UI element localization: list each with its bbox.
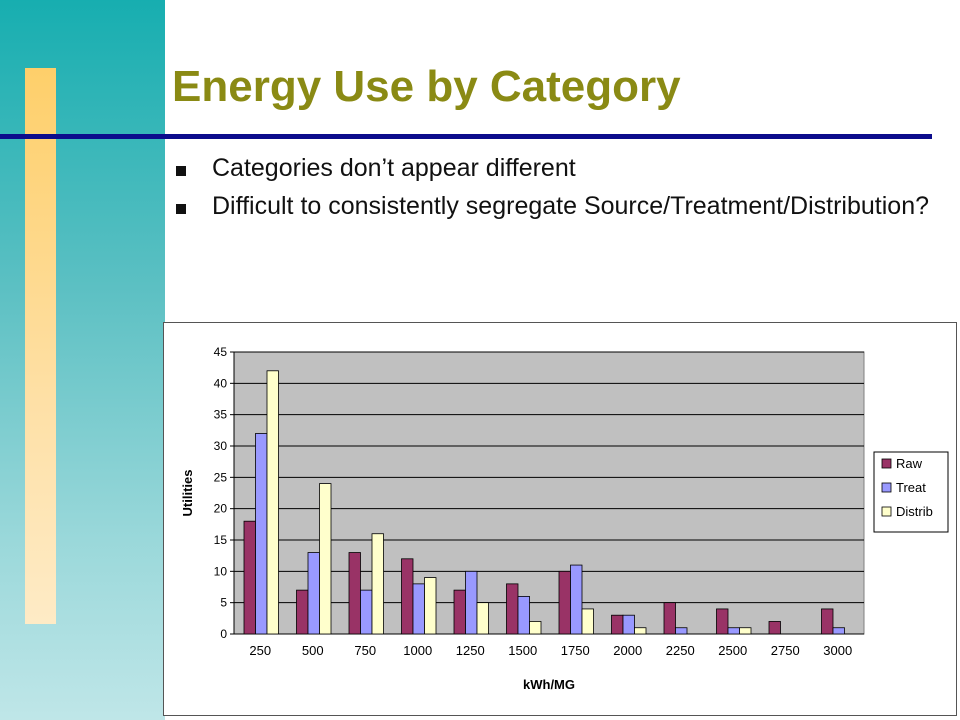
y-tick-label: 40 [214,376,228,390]
bar-treat [360,589,373,635]
bar-raw [506,583,519,635]
bullet-text: Difficult to consistently segregate Sour… [212,192,930,220]
bullet-list: Categories don’t appear different Diffic… [176,154,936,230]
bar-treat [412,583,425,635]
x-tick-label: 1500 [508,643,537,658]
square-bullet-icon [176,166,186,176]
x-tick-label: 1250 [456,643,485,658]
legend-label: Distrib [896,504,933,519]
y-tick-label: 20 [214,502,228,516]
bar-chart: 0 5 10 15 20 25 30 35 40 45 250 500 750 1000 1250 1500 1… [180,345,949,692]
bar-distrib [266,370,279,635]
x-axis-title: kWh/MG [523,677,575,692]
bar-distrib [739,627,752,635]
bullet-item: Difficult to consistently segregate Sour… [176,192,936,221]
x-tick-label: 2250 [666,643,695,658]
title-underline [0,134,932,139]
bar-raw [558,570,571,635]
bar-distrib [371,533,384,635]
bar-treat [517,595,530,635]
bar-raw [716,608,729,635]
bar-raw [401,558,414,635]
bar-treat [727,627,740,635]
bar-treat [570,564,583,635]
chart-container: 0 5 10 15 20 25 30 35 40 45 250 500 750 1000 1250 1500 1… [163,322,957,716]
legend-label: Treat [896,480,926,495]
y-tick-label: 30 [214,439,228,453]
bar-raw [453,589,466,635]
x-tick-label: 1750 [561,643,590,658]
bar-raw [768,621,781,635]
y-tick-label: 45 [214,345,228,359]
x-tick-label: 250 [249,643,271,658]
bar-raw [821,608,834,635]
bar-raw [243,520,256,635]
x-tick-label: 750 [354,643,376,658]
side-accent-bar [25,68,56,624]
legend-label: Raw [896,456,923,471]
slide-title: Energy Use by Category [172,62,681,111]
bar-treat [832,627,845,635]
x-tick-label: 2000 [613,643,642,658]
y-tick-label: 10 [214,564,228,578]
x-tick-label: 3000 [823,643,852,658]
bar-raw [663,602,676,635]
y-tick-label: 5 [220,596,227,610]
bar-raw [296,589,309,635]
bar-distrib [581,608,594,635]
bullet-text: Categories don’t appear different [212,154,576,182]
bar-distrib [476,602,489,635]
bullet-item: Categories don’t appear different [176,154,936,183]
x-tick-label: 1000 [403,643,432,658]
legend-swatch-raw [881,458,892,469]
y-tick-label: 25 [214,470,228,484]
bar-treat [622,614,635,635]
square-bullet-icon [176,204,186,214]
bar-treat [675,627,688,635]
legend-swatch-distrib [881,506,892,517]
bar-treat [307,552,320,635]
bar-distrib [424,577,437,635]
x-tick-label: 2500 [718,643,747,658]
legend-swatch-treat [881,482,892,493]
y-tick-label: 15 [214,533,228,547]
bar-raw [348,552,361,635]
bar-treat [465,570,478,635]
bar-distrib [319,483,332,635]
y-axis-title: Utilities [180,470,195,517]
y-tick-label: 35 [214,408,228,422]
plot-area [233,351,865,635]
y-tick-label: 0 [220,627,227,641]
bar-distrib [634,627,647,635]
x-tick-label: 2750 [771,643,800,658]
bar-raw [611,614,624,635]
x-tick-label: 500 [302,643,324,658]
bar-distrib [529,621,542,635]
bar-treat [255,433,268,635]
